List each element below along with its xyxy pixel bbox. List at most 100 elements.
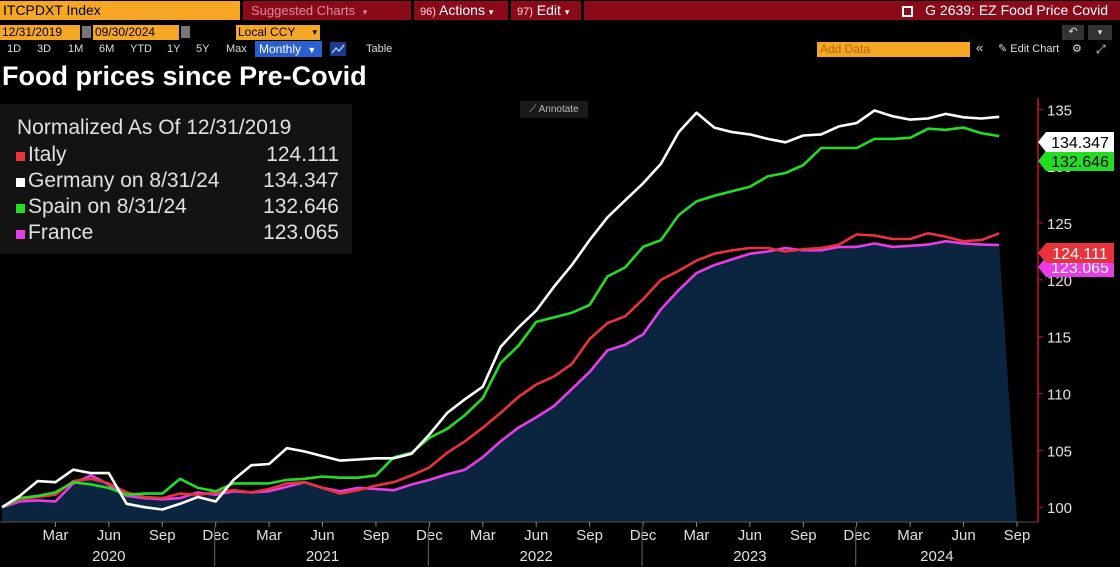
suggested-charts-button[interactable]: Suggested Charts ▾ bbox=[243, 1, 411, 20]
x-year-label: 2022 bbox=[520, 548, 553, 565]
x-tick-label: Mar bbox=[684, 527, 710, 544]
series-line-italy bbox=[1, 232, 1000, 509]
add-data-input[interactable]: Add Data bbox=[817, 42, 970, 57]
suggested-charts-label: Suggested Charts bbox=[251, 3, 356, 18]
x-year-label: 2020 bbox=[92, 548, 125, 565]
series-line-germany bbox=[1, 109, 1000, 511]
edit-menu-label: Edit bbox=[536, 2, 561, 18]
calendar-icon[interactable] bbox=[82, 26, 91, 38]
value-label-bg-italy bbox=[1038, 243, 1114, 263]
pencil-icon: ⟋ bbox=[529, 104, 537, 115]
value-label-bg-spain bbox=[1038, 151, 1114, 171]
expand-icon[interactable]: ⤢ bbox=[1096, 42, 1106, 56]
edit-menu-number: 97) bbox=[517, 6, 533, 18]
value-label-france: 123.065 bbox=[1051, 260, 1109, 277]
edit-menu-button[interactable]: 97) Edit ▾ bbox=[511, 1, 581, 20]
legend-swatch bbox=[16, 230, 25, 239]
currency-select-value: Local CCY bbox=[238, 25, 296, 39]
dropdown-icon[interactable]: ▾ bbox=[1088, 25, 1112, 40]
y-tick-label: 135 bbox=[1047, 102, 1072, 119]
chevron-down-icon: ▾ bbox=[362, 7, 368, 17]
x-tick-label: Sep bbox=[363, 527, 390, 544]
x-tick-label: Dec bbox=[630, 527, 657, 544]
legend-panel bbox=[0, 104, 352, 254]
period-button-6m[interactable]: 6M bbox=[99, 43, 115, 55]
chevron-down-icon: ▾ bbox=[488, 7, 494, 17]
y-tick-label: 120 bbox=[1047, 273, 1072, 290]
legend-label: France bbox=[28, 221, 94, 244]
x-tick-label: Dec bbox=[843, 527, 870, 544]
period-button-max[interactable]: Max bbox=[226, 43, 247, 55]
period-button-5y[interactable]: 5Y bbox=[196, 43, 210, 55]
actions-menu-button[interactable]: 96) Actions ▾ bbox=[414, 1, 508, 20]
chevron-down-icon: ▾ bbox=[312, 27, 317, 37]
pencil-icon: ✎ bbox=[998, 43, 1008, 55]
y-tick-label: 100 bbox=[1047, 500, 1072, 517]
series-line-spain bbox=[1, 126, 1000, 509]
x-tick-label: Jun bbox=[951, 527, 975, 544]
top-toolbar: ITCPDXT Index Suggested Charts ▾ 96) Act… bbox=[0, 0, 1120, 22]
chevron-down-icon: ▼ bbox=[307, 45, 317, 55]
legend-label: Germany on 8/31/24 bbox=[28, 169, 220, 192]
legend-item-germany[interactable]: Germany on 8/31/24 134.347 bbox=[16, 169, 341, 195]
window-title: G 2639: EZ Food Price Covid bbox=[925, 2, 1108, 18]
x-tick-label: Mar bbox=[897, 527, 923, 544]
x-tick-label: Jun bbox=[738, 527, 762, 544]
period-button-3d[interactable]: 3D bbox=[37, 43, 52, 55]
period-button-ytd[interactable]: YTD bbox=[130, 43, 152, 55]
legend-value: 123.065 bbox=[263, 221, 339, 244]
edit-chart-button[interactable]: ✎ Edit Chart bbox=[998, 42, 1059, 57]
legend-item-spain[interactable]: Spain on 8/31/24 132.646 bbox=[16, 195, 341, 221]
frequency-select[interactable]: Monthly ▼ bbox=[255, 41, 322, 57]
chart-title: Food prices since Pre-Covid bbox=[2, 61, 367, 91]
legend-item-france[interactable]: France 123.065 bbox=[16, 221, 341, 247]
chevron-down-icon: ▾ bbox=[564, 7, 570, 17]
x-tick-label: Dec bbox=[202, 527, 229, 544]
legend-value: 134.347 bbox=[263, 169, 339, 192]
period-button-1d[interactable]: 1D bbox=[7, 43, 22, 55]
undo-icon[interactable]: ↶ bbox=[1062, 25, 1084, 40]
legend-item-italy[interactable]: Italy 124.111 bbox=[16, 143, 341, 169]
period-button-1y[interactable]: 1Y bbox=[167, 43, 181, 55]
y-tick-label: 115 bbox=[1047, 330, 1071, 347]
x-tick-label: Sep bbox=[1004, 527, 1031, 544]
currency-select[interactable]: Local CCY ▾ bbox=[236, 25, 320, 40]
x-tick-label: Dec bbox=[416, 527, 443, 544]
legend-label: Italy bbox=[28, 143, 67, 166]
legend-swatch bbox=[16, 204, 25, 213]
france-area-fill bbox=[2, 241, 1017, 522]
table-button[interactable]: Table bbox=[366, 43, 393, 55]
legend-label: Spain on 8/31/24 bbox=[28, 195, 187, 218]
period-button-1m[interactable]: 1M bbox=[68, 43, 84, 55]
x-tick-label: Sep bbox=[149, 527, 176, 544]
annotate-button[interactable]: ⟋ Annotate bbox=[520, 101, 588, 118]
x-tick-label: Mar bbox=[470, 527, 496, 544]
value-label-germany: 134.347 bbox=[1051, 135, 1109, 152]
start-date-field[interactable]: 12/31/2019 bbox=[0, 25, 80, 40]
legend-value: 132.646 bbox=[263, 195, 339, 218]
end-date-field[interactable]: 09/30/2024 bbox=[93, 25, 179, 40]
actions-menu-label: Actions bbox=[439, 2, 485, 18]
collapse-icon[interactable]: « bbox=[976, 40, 984, 55]
legend-value: 124.111 bbox=[266, 143, 339, 166]
x-tick-label: Jun bbox=[310, 527, 334, 544]
popout-icon[interactable] bbox=[902, 6, 914, 17]
x-tick-label: Mar bbox=[42, 527, 68, 544]
ticker-field[interactable]: ITCPDXT Index bbox=[0, 1, 240, 20]
settings-icon[interactable]: ⚙ bbox=[1072, 43, 1082, 55]
x-tick-label: Jun bbox=[524, 527, 548, 544]
calendar-icon[interactable] bbox=[181, 26, 190, 38]
legend-swatch bbox=[16, 178, 25, 187]
edit-chart-label: Edit Chart bbox=[1010, 43, 1060, 55]
series-line-france bbox=[1, 239, 1000, 509]
x-year-label: 2021 bbox=[306, 548, 339, 565]
x-tick-label: Jun bbox=[97, 527, 121, 544]
x-tick-label: Mar bbox=[256, 527, 282, 544]
y-tick-label: 110 bbox=[1047, 387, 1071, 404]
line-chart-icon[interactable] bbox=[330, 42, 346, 56]
value-label-bg-germany bbox=[1038, 132, 1114, 152]
value-label-italy: 124.111 bbox=[1052, 246, 1108, 263]
legend-header: Normalized As Of 12/31/2019 bbox=[17, 116, 292, 139]
x-tick-label: Sep bbox=[790, 527, 817, 544]
